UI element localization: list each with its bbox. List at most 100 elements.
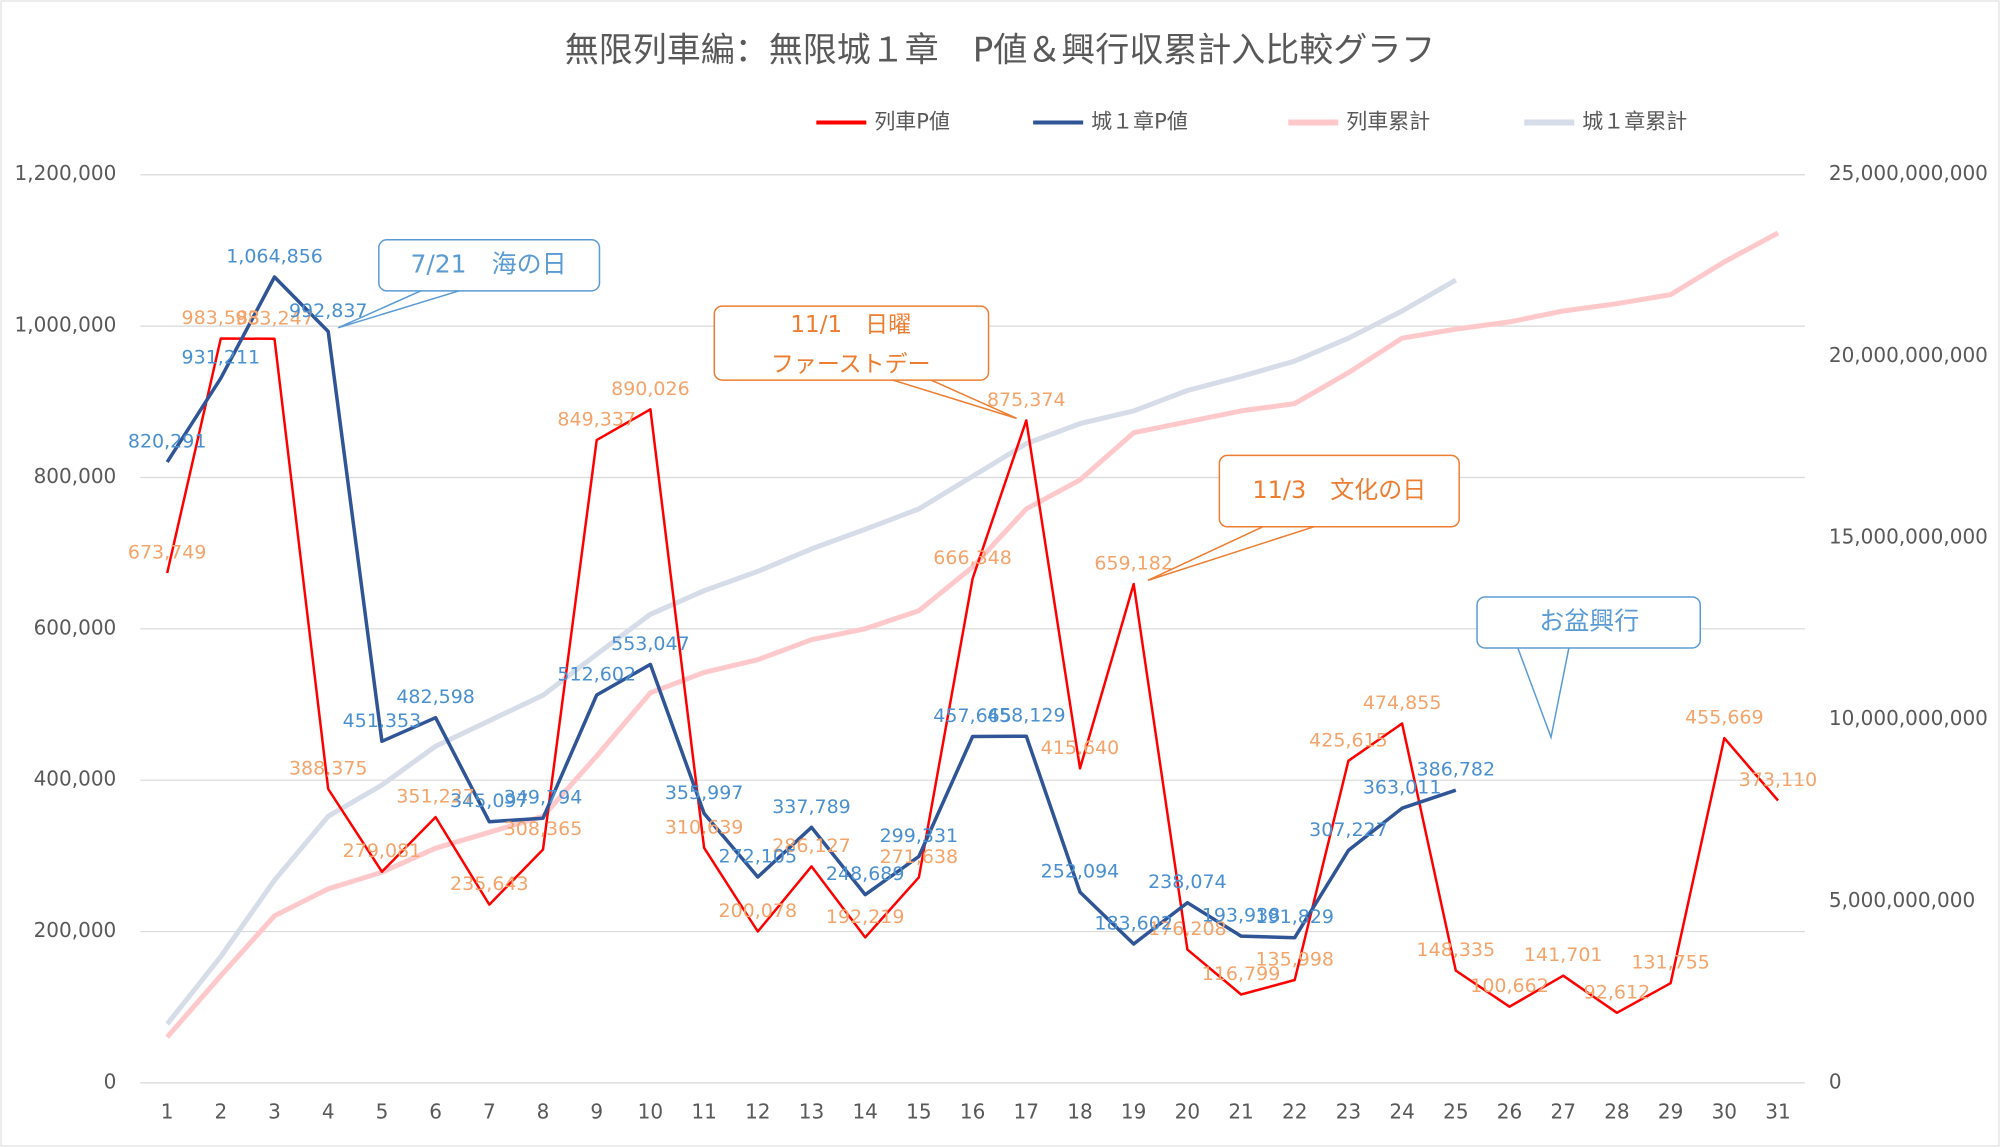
data-label: 355,997 xyxy=(665,782,744,804)
data-label: 191,829 xyxy=(1255,906,1334,928)
y2-tick-label: 5,000,000,000 xyxy=(1829,888,1975,912)
legend-label: 列車累計 xyxy=(1346,109,1430,133)
data-label: 363,011 xyxy=(1363,777,1442,799)
callout-pointer xyxy=(1147,526,1315,582)
x-tick-label: 31 xyxy=(1765,1099,1790,1123)
chart-title: 無限列車編：無限城１章 P値＆興行収累計入比較グラフ xyxy=(565,31,1436,71)
data-label: 373,110 xyxy=(1739,769,1818,791)
data-label: 474,855 xyxy=(1363,692,1442,714)
data-label: 482,598 xyxy=(396,686,475,708)
x-tick-label: 29 xyxy=(1658,1099,1683,1123)
x-tick-label: 22 xyxy=(1282,1099,1307,1123)
x-tick-label: 8 xyxy=(537,1099,550,1123)
data-label: 820,291 xyxy=(128,431,207,453)
annotation: 11/1 日曜 xyxy=(790,312,911,338)
y-tick-label: 400,000 xyxy=(34,767,117,791)
legend-label: 城１章P値 xyxy=(1091,109,1188,133)
x-tick-label: 27 xyxy=(1550,1099,1575,1123)
data-label: 415,640 xyxy=(1041,737,1120,759)
annotation: お盆興行 xyxy=(1539,606,1639,635)
data-label: 100,662 xyxy=(1470,975,1549,997)
data-label: 458,129 xyxy=(987,705,1066,727)
data-label: 659,182 xyxy=(1094,553,1173,575)
data-label: 141,701 xyxy=(1524,944,1603,966)
annotation: 11/3 文化の日 xyxy=(1252,476,1426,504)
callout-pointer xyxy=(337,290,460,329)
series-line xyxy=(165,277,1458,1026)
data-label: 299,331 xyxy=(880,825,959,847)
annotation: 7/21 海の日 xyxy=(410,249,566,278)
x-tick-label: 2 xyxy=(214,1099,227,1123)
x-tick-label: 1 xyxy=(161,1099,174,1123)
data-label: 890,026 xyxy=(611,378,690,400)
data-label: 386,782 xyxy=(1417,759,1496,781)
x-tick-label: 6 xyxy=(429,1099,442,1123)
y-tick-label: 0 xyxy=(104,1069,117,1093)
y-tick-label: 800,000 xyxy=(34,464,117,488)
callout-box xyxy=(1476,596,1702,649)
x-tick-label: 9 xyxy=(590,1099,603,1123)
data-label: 279,081 xyxy=(343,840,422,862)
series-line xyxy=(165,230,1780,1039)
series-line xyxy=(165,275,1457,946)
data-label: 238,074 xyxy=(1148,871,1227,893)
data-label: 666,348 xyxy=(933,547,1012,569)
x-tick-label: 11 xyxy=(691,1099,716,1123)
data-label: 92,612 xyxy=(1584,981,1650,1003)
annotation: ファーストデー xyxy=(771,351,931,377)
data-label: 176,208 xyxy=(1148,918,1227,940)
x-tick-label: 26 xyxy=(1497,1099,1522,1123)
data-label: 1,064,856 xyxy=(226,246,323,268)
y-tick-label: 200,000 xyxy=(34,918,117,942)
y-tick-label: 1,000,000 xyxy=(15,313,117,337)
data-label: 849,337 xyxy=(557,409,636,431)
data-label: 193,938 xyxy=(1202,905,1281,927)
x-tick-label: 25 xyxy=(1443,1099,1468,1123)
y-tick-label: 1,200,000 xyxy=(15,161,117,185)
data-label: 131,755 xyxy=(1631,952,1710,974)
data-label: 351,227 xyxy=(396,786,475,808)
data-label: 451,353 xyxy=(343,710,422,732)
data-label: 252,094 xyxy=(1041,861,1120,883)
legend-label: 列車P値 xyxy=(874,109,950,133)
data-label: 457,665 xyxy=(933,705,1012,727)
x-tick-label: 20 xyxy=(1175,1099,1200,1123)
data-label: 310,639 xyxy=(665,816,744,838)
x-tick-label: 19 xyxy=(1121,1099,1146,1123)
x-tick-label: 13 xyxy=(799,1099,824,1123)
data-label: 992,837 xyxy=(289,300,368,322)
x-tick-label: 28 xyxy=(1604,1099,1629,1123)
data-label: 455,669 xyxy=(1685,707,1764,729)
callout-pointer xyxy=(1517,647,1570,740)
data-label: 553,047 xyxy=(611,633,690,655)
y2-tick-label: 15,000,000,000 xyxy=(1829,525,1988,549)
x-tick-label: 21 xyxy=(1228,1099,1253,1123)
x-tick-label: 17 xyxy=(1014,1099,1039,1123)
data-label: 307,227 xyxy=(1309,819,1388,841)
x-tick-label: 12 xyxy=(745,1099,770,1123)
y2-tick-label: 0 xyxy=(1829,1069,1842,1093)
callout-box xyxy=(1218,454,1460,528)
data-label: 673,749 xyxy=(128,542,207,564)
data-label: 135,998 xyxy=(1255,948,1334,970)
x-tick-label: 10 xyxy=(638,1099,663,1123)
data-label: 183,602 xyxy=(1094,912,1173,934)
data-label: 200,078 xyxy=(719,900,798,922)
callout-box xyxy=(713,305,990,381)
data-label: 116,799 xyxy=(1202,963,1281,985)
x-tick-label: 5 xyxy=(376,1099,389,1123)
data-label: 425,615 xyxy=(1309,729,1388,751)
data-label: 345,097 xyxy=(450,790,529,812)
data-label: 192,219 xyxy=(826,906,905,928)
legend-label: 城１章累計 xyxy=(1582,109,1687,133)
x-tick-label: 14 xyxy=(852,1099,877,1123)
callout-pointer xyxy=(892,379,1017,420)
data-label: 235,643 xyxy=(450,873,529,895)
data-label: 286,127 xyxy=(772,835,851,857)
data-label: 337,789 xyxy=(772,796,851,818)
data-label: 388,375 xyxy=(289,757,368,779)
data-label: 272,105 xyxy=(719,845,798,867)
x-tick-label: 3 xyxy=(268,1099,281,1123)
